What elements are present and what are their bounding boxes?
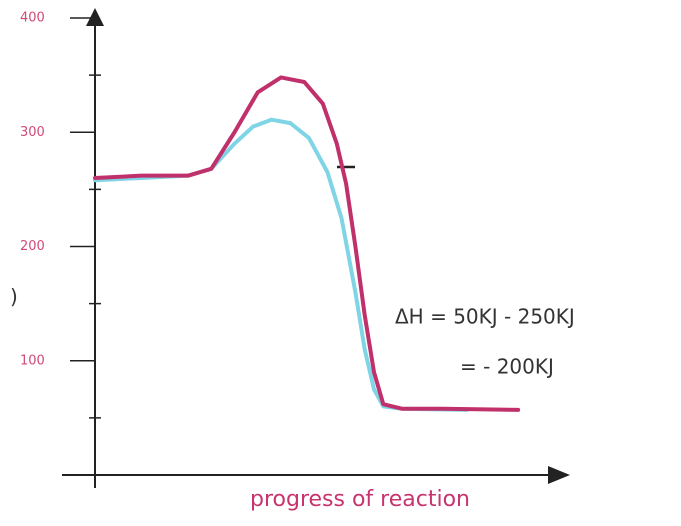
- y-tick-label: 200: [20, 239, 45, 254]
- y-tick-label: 300: [20, 125, 45, 140]
- x-axis-label: progress of reaction: [250, 487, 470, 512]
- series-line: [93, 75, 521, 412]
- annotation: ΔH = 50KJ - 250KJ: [395, 305, 575, 329]
- y-tick-label: 100: [20, 353, 45, 368]
- annotation: = - 200KJ: [460, 355, 554, 379]
- y-axis-arrow: [86, 8, 104, 26]
- series-line: [93, 117, 469, 412]
- y-tick-label: 400: [20, 11, 45, 26]
- y-axis-label: ): [10, 285, 18, 309]
- x-axis-arrow: [548, 466, 570, 484]
